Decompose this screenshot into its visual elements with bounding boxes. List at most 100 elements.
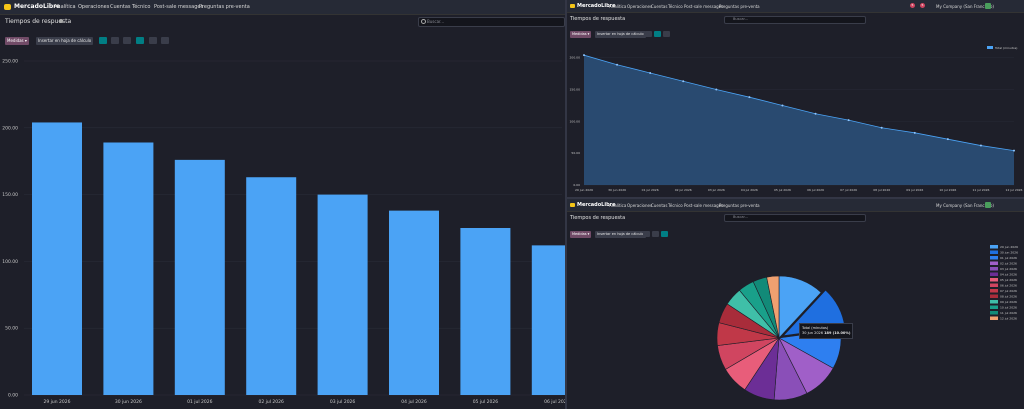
bar [174, 159, 225, 395]
nav-preguntas[interactable]: Preguntas pre-venta [199, 4, 250, 10]
nav-tecnico[interactable]: Técnico [668, 4, 683, 9]
x-tick-label: 29 jun 2026 [44, 399, 71, 405]
line-chart-icon[interactable] [652, 231, 659, 237]
x-tick-label: 08 jul 2026 [873, 188, 890, 192]
data-point [946, 138, 949, 141]
data-point [616, 63, 619, 66]
app-logo-icon[interactable] [570, 4, 575, 8]
nav-analitica[interactable]: Analítica [609, 4, 627, 9]
y-tick-label: 200.00 [570, 56, 581, 60]
nav-operaciones[interactable]: Operaciones [627, 4, 653, 9]
y-tick-label: 100.00 [570, 119, 581, 123]
insert-spreadsheet-button[interactable]: Insertar en hoja de cálculo [595, 231, 646, 238]
nav-post-sale[interactable]: Post-sale messages [684, 4, 724, 9]
data-point [649, 72, 652, 74]
legend-label: 30 jun 2026 [1000, 251, 1018, 255]
legend-label: 05 jul 2026 [1000, 278, 1017, 282]
x-tick-label: 06 jul 2026 [544, 399, 565, 405]
legend-swatch [990, 267, 998, 271]
activity-badge[interactable]: 5 [920, 3, 925, 8]
legend-label: 11 jul 2026 [1000, 311, 1017, 315]
notification-badge[interactable]: 5 [910, 3, 915, 8]
y-tick-label: 150.00 [570, 88, 581, 92]
app-logo-icon[interactable] [570, 203, 575, 207]
measures-button[interactable]: Medidas ▾ [570, 231, 592, 238]
measures-button[interactable]: Medidas ▾ [570, 31, 592, 38]
data-point [682, 80, 685, 83]
y-tick-label: 0.00 [8, 393, 18, 399]
line-chart-icon[interactable] [111, 37, 119, 44]
data-point [814, 112, 817, 115]
data-point [979, 144, 982, 147]
bar [531, 245, 565, 395]
navbar [567, 0, 1024, 13]
x-tick-label: 01 jul 2026 [642, 188, 659, 192]
nav-cuentas[interactable]: Cuentas [110, 4, 131, 10]
bar-chart-icon[interactable] [645, 31, 652, 37]
nav-operaciones[interactable]: Operaciones [627, 203, 653, 208]
nav-preguntas[interactable]: Preguntas pre-venta [719, 4, 760, 9]
bar-chart-icon[interactable] [99, 37, 107, 44]
sort-ascending-icon[interactable] [149, 37, 157, 44]
sort-descending-icon[interactable] [161, 37, 169, 44]
app-logo-icon[interactable] [4, 4, 11, 10]
x-tick-label: 04 jul 2026 [401, 399, 427, 405]
nav-post-sale[interactable]: Post-sale messages [684, 203, 724, 208]
nav-cuentas[interactable]: Cuentas [651, 203, 668, 208]
line-chart-icon[interactable] [654, 31, 661, 37]
nav-analitica[interactable]: Analítica [54, 4, 76, 10]
nav-analitica[interactable]: Analítica [609, 203, 627, 208]
x-tick-label: 30 jun 2026 [608, 188, 626, 192]
bar-chart-icon[interactable] [643, 231, 650, 237]
pie-chart-icon[interactable] [661, 231, 668, 237]
x-tick-label: 09 jul 2026 [906, 188, 923, 192]
nav-cuentas[interactable]: Cuentas [651, 4, 668, 9]
nav-tecnico[interactable]: Técnico [668, 203, 683, 208]
bar [317, 194, 368, 395]
bar [389, 210, 439, 395]
data-point [847, 119, 850, 122]
pie-slice [766, 275, 780, 339]
x-tick-label: 05 jul 2026 [473, 399, 499, 405]
panel-divider [565, 0, 567, 409]
measures-button[interactable]: Medidas ▾ [5, 37, 29, 45]
pie-chart-icon[interactable] [123, 37, 131, 44]
legend-label: 02 jul 2026 [1000, 262, 1017, 266]
x-tick-label: 07 jul 2026 [840, 188, 857, 192]
legend-swatch [990, 250, 998, 254]
nav-preguntas[interactable]: Preguntas pre-venta [719, 203, 760, 208]
x-tick-label: 10 jul 2026 [939, 188, 956, 192]
brand-name[interactable]: MercadoLibre [577, 3, 616, 9]
avatar[interactable] [985, 202, 991, 208]
company-switcher[interactable]: My Company (San Francisco) [936, 203, 994, 208]
nav-operaciones[interactable]: Operaciones [78, 4, 110, 10]
brand-name[interactable]: MercadoLibre [14, 3, 61, 10]
company-switcher[interactable]: My Company (San Francisco) [936, 4, 994, 9]
settings-gear-icon[interactable] [59, 19, 63, 23]
insert-spreadsheet-button[interactable]: Insertar en hoja de cálculo [595, 31, 646, 38]
x-tick-label: 12 jul 2026 [1006, 188, 1023, 192]
data-point [1013, 149, 1015, 152]
insert-spreadsheet-button[interactable]: Insertar en hoja de cálculo [36, 37, 94, 45]
avatar[interactable] [985, 3, 991, 9]
nav-post-sale[interactable]: Post-sale messages [154, 4, 204, 10]
x-tick-label: 11 jul 2026 [972, 188, 989, 192]
stack-icon[interactable] [136, 37, 144, 44]
legend-label: 04 jul 2026 [1000, 273, 1017, 277]
x-tick-label: 30 jun 2026 [115, 399, 142, 405]
nav-tecnico[interactable]: Técnico [132, 4, 151, 10]
data-point [880, 126, 883, 129]
search-bar[interactable]: Buscar... [724, 214, 866, 222]
x-tick-label: 03 jul 2026 [330, 399, 356, 405]
x-tick-label: 04 jul 2026 [741, 188, 758, 192]
pie-chart-icon[interactable] [663, 31, 670, 37]
brand-name[interactable]: MercadoLibre [577, 202, 616, 208]
y-tick-label: 0.00 [573, 183, 580, 187]
legend-label: 06 jul 2026 [1000, 284, 1017, 288]
legend-label: 10 jul 2026 [1000, 306, 1017, 310]
search-bar[interactable]: Buscar... [724, 16, 866, 24]
legend-label: 09 jul 2026 [1000, 300, 1017, 304]
legend-label: Total (minutos) [994, 46, 1017, 50]
search-bar[interactable]: Buscar... [418, 17, 565, 27]
bar [103, 142, 154, 395]
